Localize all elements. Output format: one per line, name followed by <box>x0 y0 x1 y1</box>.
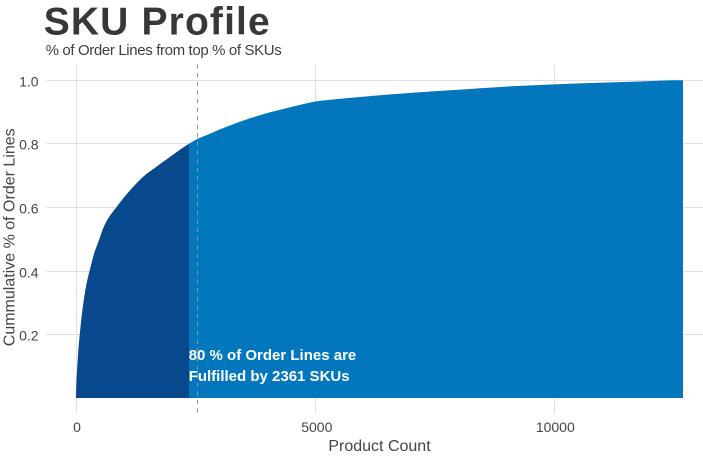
svg-text:80 % of Order Lines are: 80 % of Order Lines are <box>189 347 357 364</box>
svg-text:Product Count: Product Count <box>328 438 431 455</box>
svg-text:0: 0 <box>73 419 81 435</box>
svg-text:0.8: 0.8 <box>19 137 39 153</box>
svg-text:Cummulative % of Order Lines: Cummulative % of Order Lines <box>2 128 19 346</box>
svg-text:5000: 5000 <box>301 419 332 435</box>
svg-text:0.4: 0.4 <box>19 265 39 281</box>
svg-text:SKU Profile: SKU Profile <box>44 1 271 44</box>
svg-text:1.0: 1.0 <box>19 74 39 90</box>
svg-text:% of Order Lines from top % of: % of Order Lines from top % of SKUs <box>46 42 282 59</box>
svg-text:0.2: 0.2 <box>19 328 39 344</box>
svg-text:Fulfilled by 2361 SKUs: Fulfilled by 2361 SKUs <box>189 368 350 385</box>
svg-text:0.6: 0.6 <box>19 201 39 217</box>
svg-text:10000: 10000 <box>536 419 575 435</box>
